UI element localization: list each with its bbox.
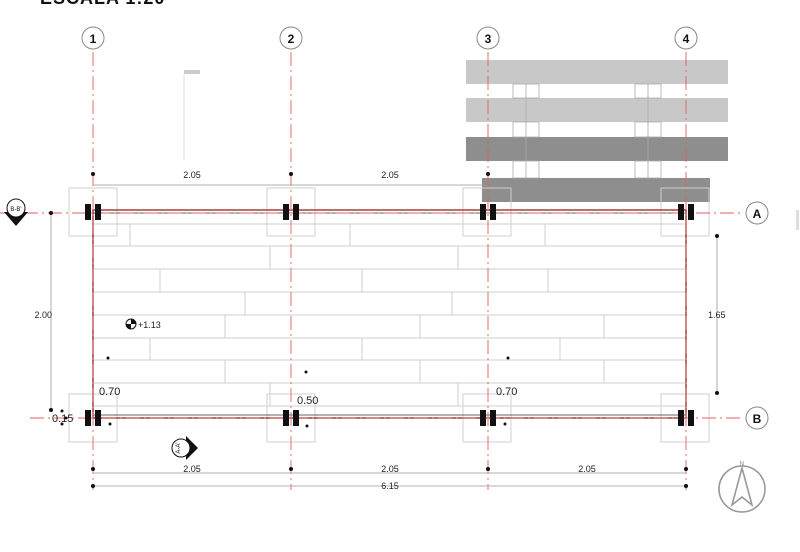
- beam-2: [466, 98, 728, 122]
- axis-label-1: 1: [90, 32, 97, 46]
- axis-bubble-B: B: [745, 406, 769, 430]
- axis-label-4: 4: [683, 32, 690, 46]
- note-1: 0.70: [99, 386, 120, 398]
- level-marker: +1.13: [125, 318, 161, 330]
- beam-4: [482, 178, 710, 202]
- beam-group: [466, 60, 728, 202]
- axis-bubble-4: 4: [674, 26, 698, 50]
- dim-right-height: 1.65: [708, 310, 726, 320]
- north-label: N: [739, 461, 744, 468]
- level-value: +1.13: [138, 320, 161, 330]
- axis-lines: [0, 52, 743, 490]
- dim-overall: 6.15: [381, 481, 399, 491]
- section-b-label: B-B': [10, 207, 21, 213]
- axis-bubble-2: 2: [279, 26, 303, 50]
- dim-top-1: 2.05: [183, 170, 201, 180]
- notes: 0.70 0.50 0.70: [99, 356, 517, 428]
- dim-bottom-3: 2.05: [578, 464, 596, 474]
- dim-left-offset: 0.15: [52, 413, 73, 425]
- dim-top-2: 2.05: [381, 170, 399, 180]
- axis-label-B: B: [753, 412, 762, 426]
- bottom-dimension: 2.05 2.05 2.05 6.15: [91, 464, 688, 491]
- left-dimension: 2.00 0.15: [34, 211, 73, 426]
- column-posts: [85, 204, 694, 426]
- section-mark-a: A-A': [171, 436, 198, 460]
- note-2: 0.50: [297, 395, 318, 407]
- axis-bubble-1: 1: [81, 26, 105, 50]
- dim-bottom-1: 2.05: [183, 464, 201, 474]
- top-dimension: 2.05 2.05: [91, 170, 490, 186]
- section-a-label: A-A': [176, 442, 182, 453]
- right-dimension: 1.65: [708, 234, 726, 395]
- page-title: ESCALA 1:20: [40, 0, 165, 9]
- dim-left-height: 2.00: [34, 310, 52, 320]
- axis-bubble-3: 3: [476, 26, 500, 50]
- axis-label-2: 2: [288, 32, 295, 46]
- beam-3: [466, 137, 728, 161]
- section-mark-b: B-B': [4, 198, 28, 226]
- deck-planks: [93, 223, 686, 407]
- platform-outline: [92, 209, 687, 419]
- axis-bubble-A: A: [745, 201, 769, 225]
- north-arrow: N: [718, 461, 766, 513]
- note-3: 0.70: [496, 386, 517, 398]
- dim-bottom-2: 2.05: [381, 464, 399, 474]
- beam-1: [466, 60, 728, 84]
- axis-label-A: A: [753, 207, 762, 221]
- axis-label-3: 3: [485, 32, 492, 46]
